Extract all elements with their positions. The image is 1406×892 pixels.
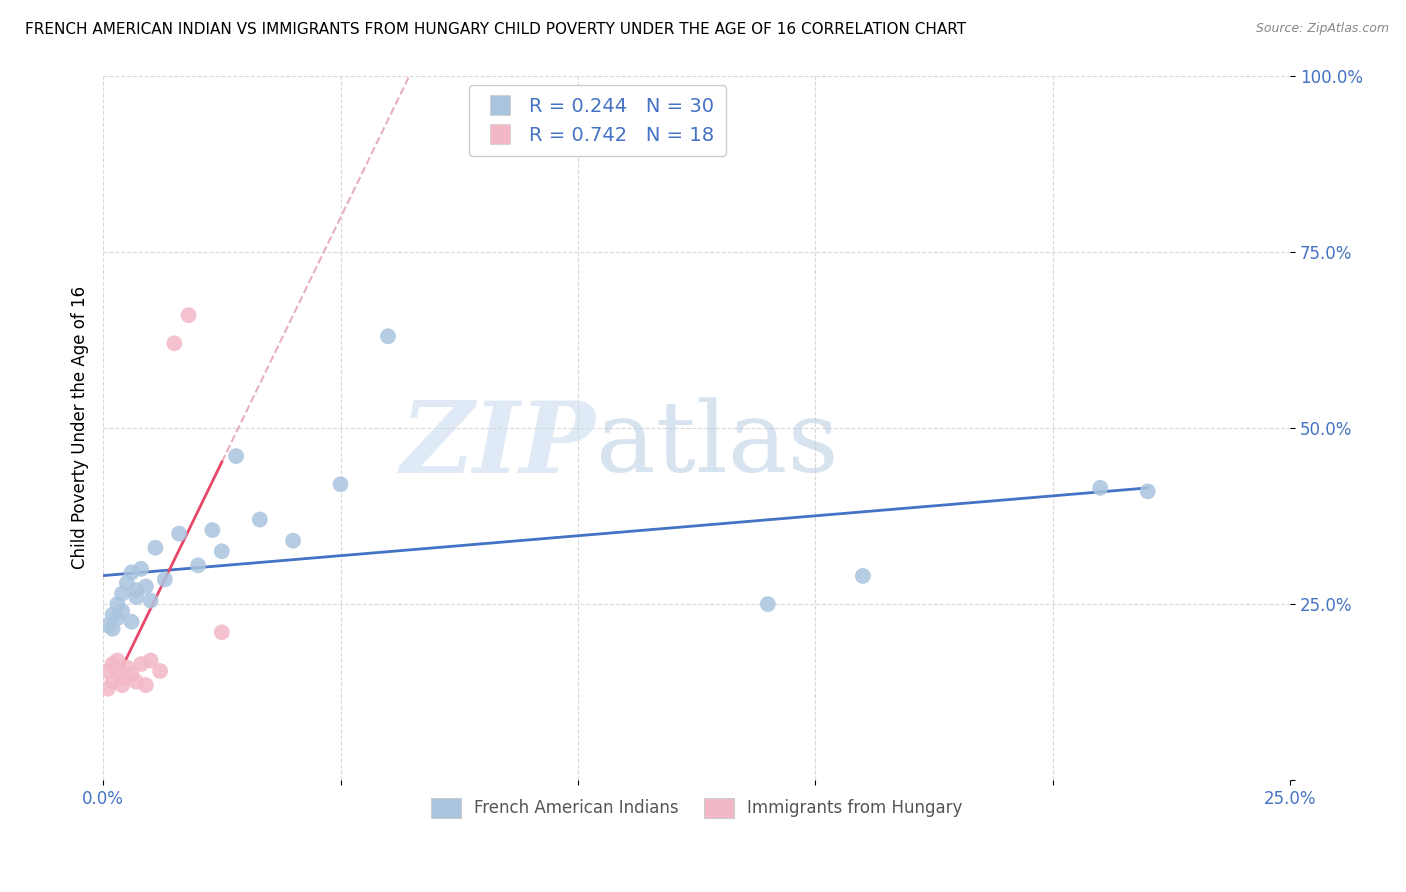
Point [125,590,148,604]
Point [111,678,134,692]
Point [129,562,152,576]
Point [153,573,176,587]
Point [167,526,190,541]
Point [852,569,875,583]
Point [201,523,224,537]
Point [101,674,124,689]
Point [163,336,186,351]
Point [377,329,399,343]
Point [211,544,233,558]
Point [121,667,143,681]
Point [249,512,271,526]
Point [115,576,138,591]
Point [101,622,124,636]
Point [135,678,157,692]
Text: FRENCH AMERICAN INDIAN VS IMMIGRANTS FROM HUNGARY CHILD POVERTY UNDER THE AGE OF: FRENCH AMERICAN INDIAN VS IMMIGRANTS FRO… [25,22,966,37]
Point [135,579,157,593]
Point [281,533,304,548]
Point [121,566,143,580]
Y-axis label: Child Poverty Under the Age of 16: Child Poverty Under the Age of 16 [72,286,89,569]
Point [101,607,124,622]
Legend: French American Indians, Immigrants from Hungary: French American Indians, Immigrants from… [425,791,969,825]
Point [125,582,148,597]
Text: atlas: atlas [596,398,838,493]
Point [129,657,152,671]
Point [97,681,120,696]
Point [101,657,124,671]
Point [329,477,352,491]
Point [225,449,247,463]
Point [111,586,134,600]
Point [139,653,162,667]
Point [105,664,128,678]
Text: ZIP: ZIP [401,397,596,494]
Point [149,664,172,678]
Point [143,541,166,555]
Point [97,664,120,678]
Point [105,597,128,611]
Point [97,618,120,632]
Point [139,593,162,607]
Point [756,597,779,611]
Point [177,308,200,322]
Point [111,604,134,618]
Text: Source: ZipAtlas.com: Source: ZipAtlas.com [1256,22,1389,36]
Point [125,674,148,689]
Point [211,625,233,640]
Point [1090,481,1112,495]
Point [111,671,134,685]
Point [105,653,128,667]
Point [1136,484,1159,499]
Point [115,660,138,674]
Point [187,558,209,573]
Point [121,615,143,629]
Point [105,611,128,625]
